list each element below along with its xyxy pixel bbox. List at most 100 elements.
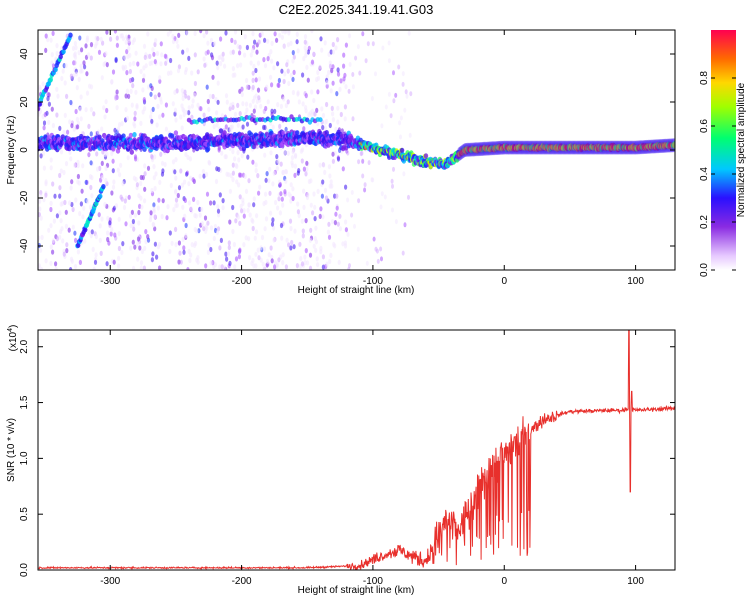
noise-cell	[100, 174, 105, 180]
noise-cell	[124, 39, 128, 45]
noise-cell	[327, 164, 331, 170]
noise-cell	[237, 254, 241, 260]
noise-cell	[278, 182, 282, 188]
noise-cell	[90, 229, 94, 235]
noise-cell	[262, 266, 266, 270]
noise-cell	[62, 251, 66, 257]
noise-cell	[241, 124, 245, 130]
noise-cell	[313, 216, 317, 222]
noise-cell	[300, 147, 305, 153]
noise-cell	[213, 41, 217, 47]
noise-cell	[141, 77, 146, 83]
noise-cell	[283, 150, 287, 156]
noise-cell	[303, 34, 308, 40]
noise-cell	[194, 240, 198, 247]
noise-cell	[126, 155, 130, 161]
noise-cell	[129, 213, 133, 219]
noise-cell	[231, 66, 235, 72]
noise-cell	[184, 233, 188, 239]
y-tick-label: 0.5	[19, 507, 30, 521]
noise-cell	[231, 177, 235, 183]
noise-cell	[172, 207, 176, 213]
noise-cell	[248, 255, 252, 261]
noise-cell	[284, 126, 288, 132]
noise-cell	[346, 197, 350, 203]
noise-cell	[269, 74, 273, 80]
noise-cell	[363, 182, 367, 188]
noise-cell	[331, 117, 335, 123]
noise-cell	[152, 164, 156, 170]
noise-cell	[183, 213, 187, 219]
noise-cell	[280, 196, 284, 202]
noise-cell	[320, 106, 324, 112]
noise-cell	[64, 223, 68, 229]
noise-cell	[263, 152, 267, 158]
noise-cell	[58, 125, 62, 131]
noise-cell	[245, 121, 250, 127]
noise-cell	[51, 122, 56, 129]
noise-cell	[305, 160, 309, 166]
noise-cell	[50, 52, 54, 58]
noise-cell	[316, 69, 320, 76]
noise-cell	[117, 263, 121, 269]
noise-cell	[89, 233, 93, 239]
noise-cell	[104, 51, 108, 57]
noise-cell	[82, 60, 86, 66]
noise-cell	[334, 211, 338, 217]
noise-cell	[148, 60, 152, 67]
noise-cell	[67, 227, 71, 233]
noise-cell	[399, 115, 403, 121]
noise-cell	[366, 41, 370, 47]
noise-cell	[322, 162, 326, 168]
noise-cell	[351, 72, 355, 77]
noise-cell	[251, 159, 255, 165]
noise-cell	[231, 170, 235, 176]
noise-cell	[64, 209, 68, 215]
noise-cell	[329, 88, 333, 94]
noise-cell	[286, 68, 290, 74]
noise-cell	[331, 80, 335, 86]
noise-cell	[273, 31, 277, 37]
noise-cell	[341, 166, 345, 172]
noise-cell	[236, 63, 240, 69]
noise-cell	[206, 98, 210, 105]
noise-cell	[158, 241, 162, 247]
noise-cell	[117, 216, 121, 222]
noise-cell	[333, 193, 337, 199]
noise-cell	[123, 54, 127, 61]
noise-cell	[174, 242, 178, 248]
noise-cell	[115, 42, 119, 48]
noise-cell	[245, 84, 249, 90]
noise-cell	[85, 37, 89, 43]
noise-cell	[262, 57, 266, 63]
noise-cell	[135, 104, 139, 110]
noise-cell	[305, 194, 310, 201]
noise-cell	[300, 261, 305, 267]
noise-cell	[146, 31, 150, 37]
noise-cell	[63, 80, 67, 86]
noise-cell	[203, 215, 208, 221]
noise-cell	[152, 175, 156, 181]
noise-cell	[83, 238, 87, 244]
noise-cell	[151, 47, 155, 53]
noise-cell	[125, 70, 129, 76]
noise-cell	[129, 245, 133, 251]
noise-cell	[308, 265, 313, 270]
noise-cell	[258, 184, 262, 190]
noise-cell	[97, 49, 102, 55]
noise-cell	[88, 83, 92, 89]
noise-cell	[139, 68, 143, 75]
noise-cell	[350, 190, 354, 195]
noise-cell	[254, 67, 258, 74]
noise-cell	[192, 196, 196, 202]
noise-cell	[189, 175, 193, 181]
noise-cell	[181, 236, 185, 242]
noise-cell	[227, 244, 231, 251]
noise-cell	[374, 71, 377, 77]
noise-cell	[207, 242, 211, 248]
noise-cell	[219, 36, 223, 42]
noise-cell	[394, 92, 398, 98]
noise-cell	[297, 168, 301, 174]
noise-cell	[181, 95, 185, 101]
